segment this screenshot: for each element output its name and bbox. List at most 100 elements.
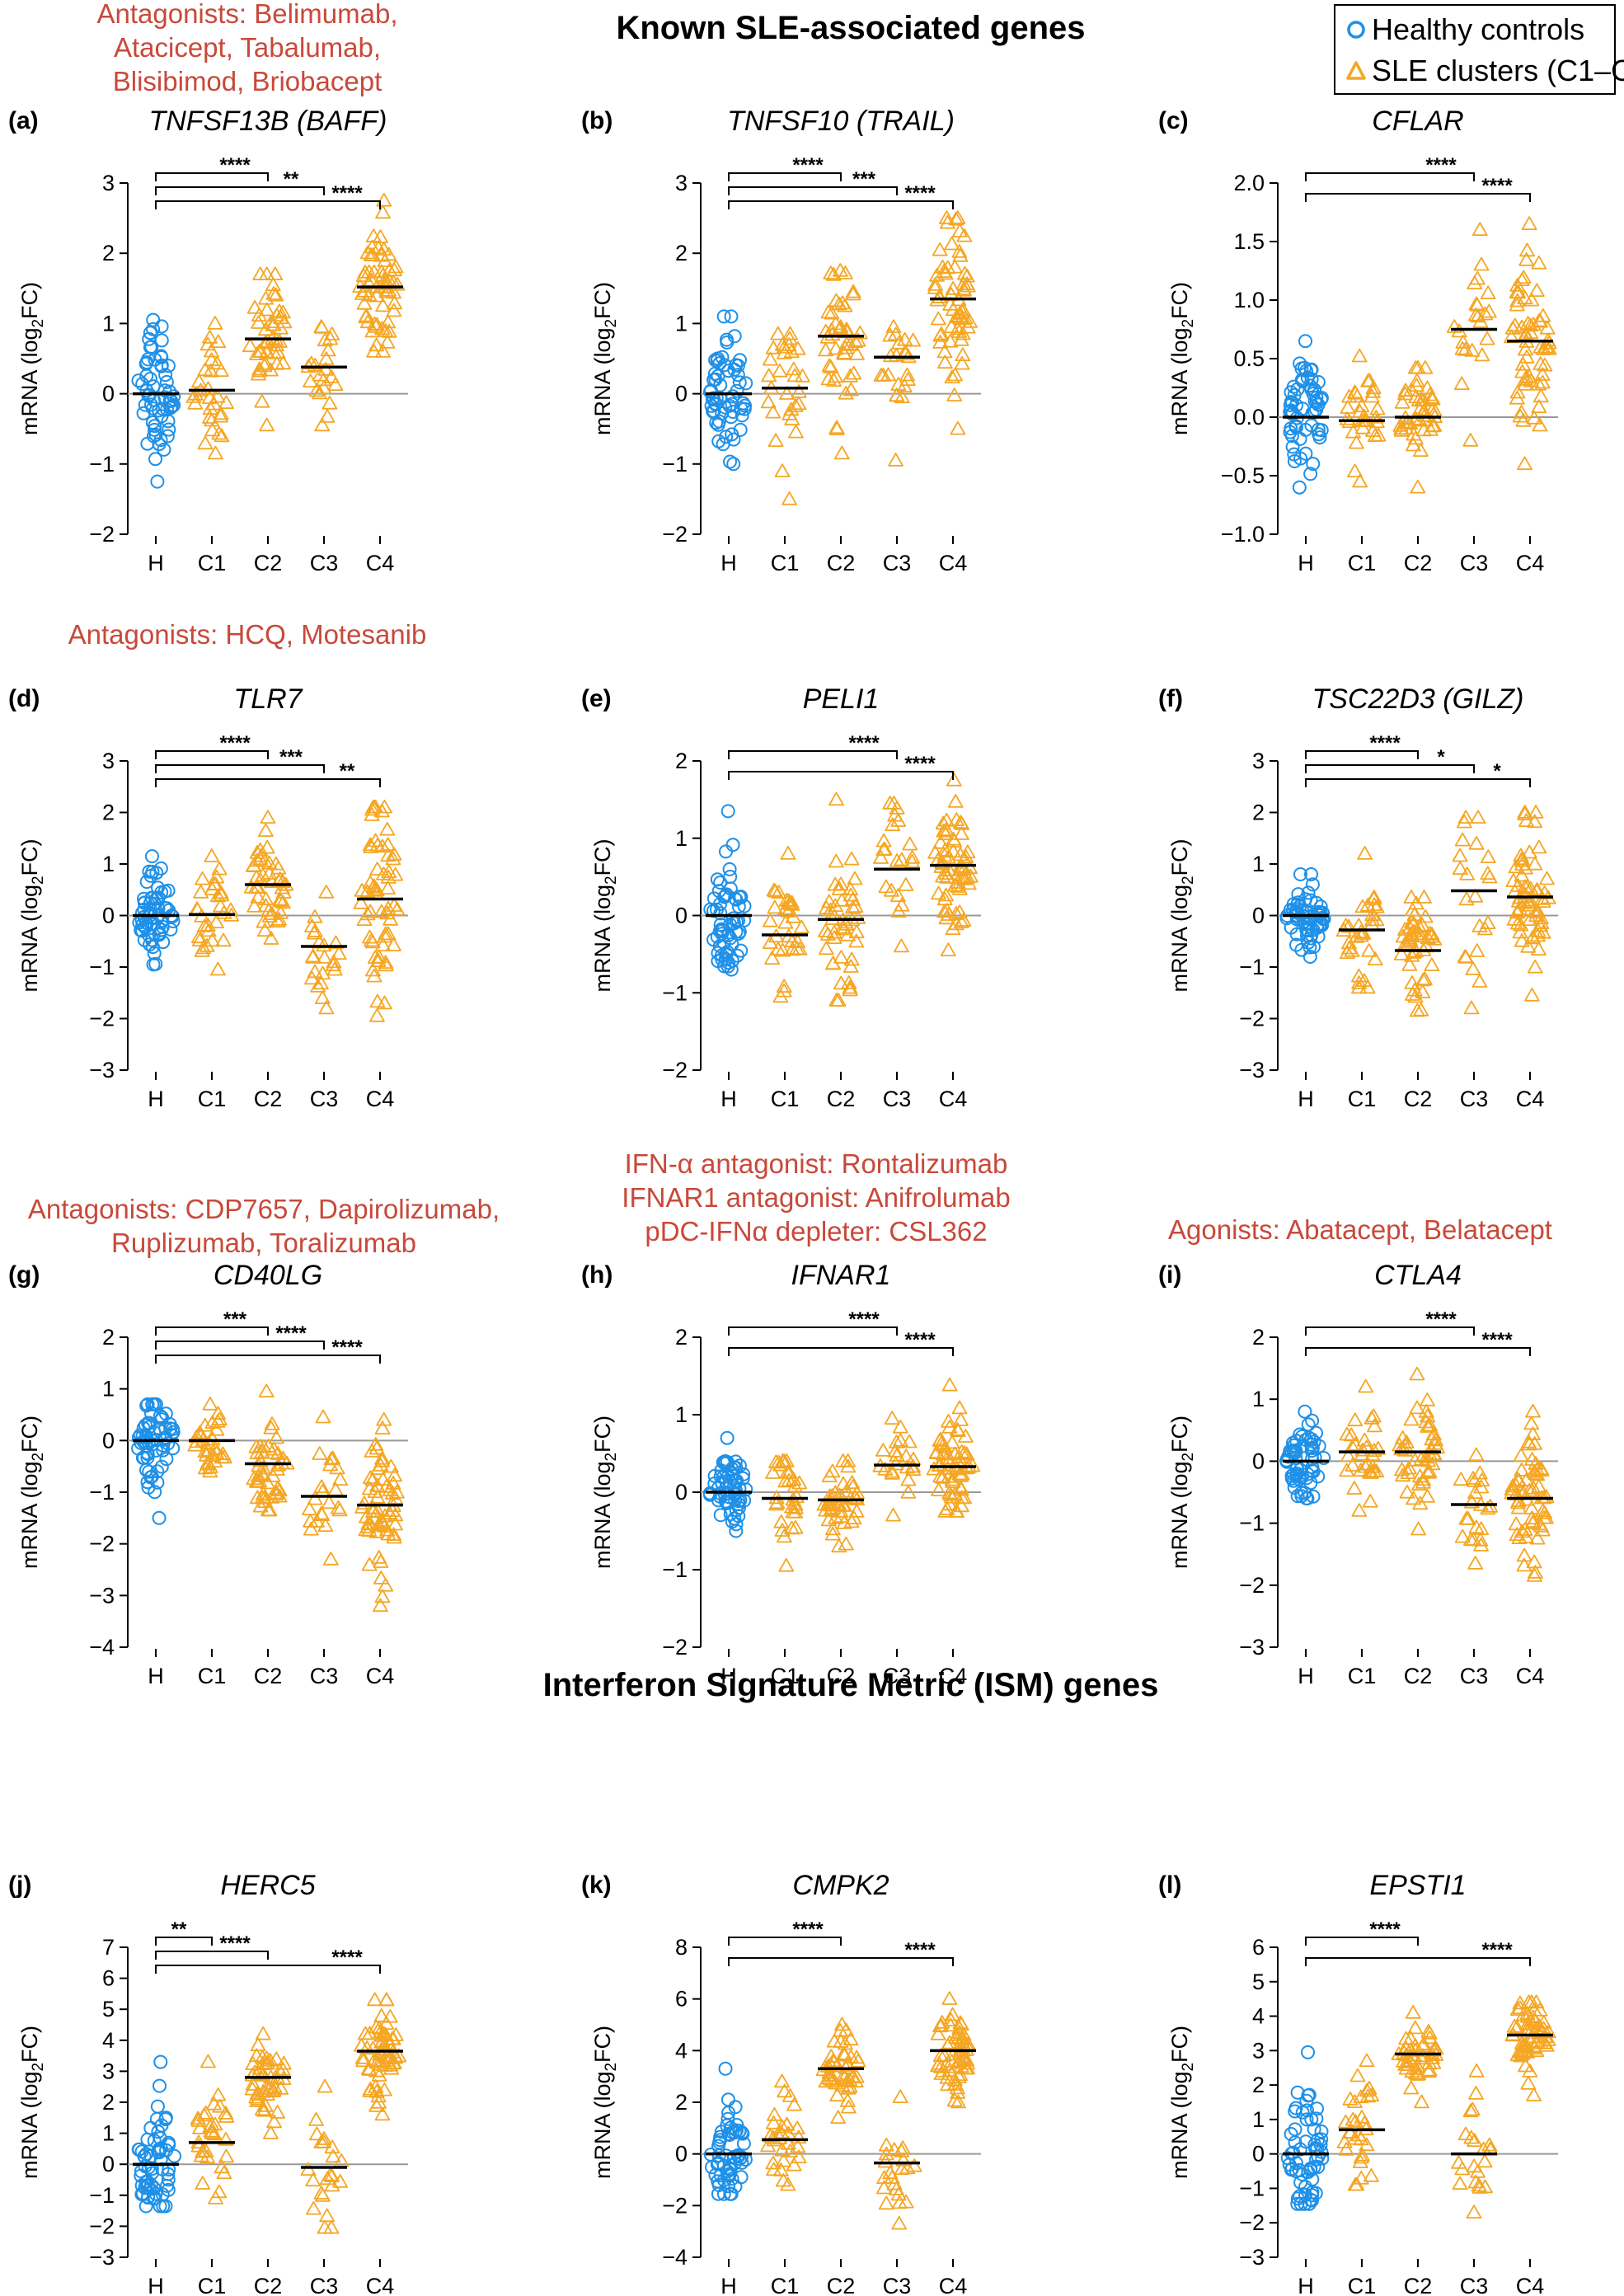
annotation-line: Agonists: Abatacept, Belatacept xyxy=(1168,1214,1552,1245)
data-point xyxy=(827,1485,843,1500)
data-point xyxy=(275,355,291,370)
data-point xyxy=(930,2026,946,2040)
data-point xyxy=(1304,867,1318,881)
data-point xyxy=(1307,383,1321,397)
y-tick-label: 0 xyxy=(102,382,115,406)
data-point xyxy=(202,410,218,424)
data-point xyxy=(936,344,953,359)
data-point xyxy=(820,304,837,319)
data-point xyxy=(1417,909,1434,923)
significance-label: * xyxy=(1437,746,1445,768)
data-point xyxy=(937,1504,954,1518)
data-point xyxy=(877,2153,894,2168)
significance-label: **** xyxy=(1425,1308,1457,1331)
data-point xyxy=(1311,375,1326,389)
data-point xyxy=(1518,251,1534,266)
data-point xyxy=(256,923,273,937)
chart-title: HERC5 xyxy=(220,1870,315,1901)
data-point xyxy=(730,2118,744,2132)
data-point xyxy=(195,2176,211,2190)
data-point xyxy=(828,853,844,868)
chart-panel: (g) CD40LG −4 −3 −2 −1 0 1 2 mRNA (log2FC) H C1 C2 C3… xyxy=(8,1260,408,1688)
data-point xyxy=(713,918,728,932)
data-point xyxy=(377,253,393,268)
significance-bracket xyxy=(728,1937,842,1946)
data-point xyxy=(951,904,968,918)
data-point xyxy=(1410,392,1427,407)
data-point xyxy=(774,2119,791,2134)
significance-label: *** xyxy=(852,168,876,190)
data-point xyxy=(1514,405,1529,419)
data-point xyxy=(362,904,378,918)
data-point xyxy=(1512,1995,1528,2010)
data-point xyxy=(1465,1471,1481,1485)
data-point xyxy=(763,913,778,927)
data-point xyxy=(148,452,162,467)
data-point xyxy=(761,368,777,383)
data-point xyxy=(371,1550,387,1564)
data-point xyxy=(926,1461,942,1476)
x-tick-label: C1 xyxy=(198,551,227,575)
data-point xyxy=(946,387,963,401)
data-point xyxy=(305,2200,322,2215)
significance-label: ** xyxy=(284,168,299,190)
data-point xyxy=(950,2068,967,2083)
data-point xyxy=(1402,920,1418,935)
x-tick-label: C1 xyxy=(771,1664,800,1688)
data-point xyxy=(1462,2103,1479,2118)
data-point xyxy=(307,1491,323,1505)
data-point xyxy=(368,1437,384,1451)
data-point xyxy=(1284,2127,1298,2141)
data-point xyxy=(203,363,219,378)
y-axis-label: mRNA (log2FC) xyxy=(17,1416,47,1569)
data-point xyxy=(1510,915,1526,930)
data-point xyxy=(1298,1404,1312,1419)
data-point xyxy=(306,925,322,940)
data-point xyxy=(844,1475,860,1489)
data-point xyxy=(878,2137,894,2152)
data-point xyxy=(385,851,401,866)
data-point xyxy=(197,435,214,450)
data-point xyxy=(1365,423,1381,437)
data-point xyxy=(1531,839,1547,854)
data-point xyxy=(951,1400,968,1415)
data-point xyxy=(197,1417,214,1432)
data-point xyxy=(847,1490,863,1505)
data-point xyxy=(1353,2170,1369,2185)
data-point xyxy=(942,296,959,311)
y-tick-label: −2 xyxy=(1239,1573,1265,1598)
y-tick-label: 2 xyxy=(675,1325,688,1350)
data-point xyxy=(1354,1442,1371,1457)
significance-label: **** xyxy=(848,732,880,754)
data-point xyxy=(374,1515,391,1530)
data-point xyxy=(138,2175,153,2189)
data-point xyxy=(828,421,845,435)
data-point xyxy=(148,428,163,442)
data-point xyxy=(387,1516,403,1531)
data-point xyxy=(1526,410,1542,425)
data-point xyxy=(360,1515,377,1530)
data-point xyxy=(765,1465,781,1479)
data-point xyxy=(141,1480,156,1495)
data-point xyxy=(720,335,735,350)
data-point xyxy=(952,306,968,320)
data-point xyxy=(1470,308,1486,323)
data-point xyxy=(204,1415,221,1429)
y-tick-label: 0 xyxy=(1252,904,1265,928)
data-point xyxy=(378,1992,395,2007)
data-point xyxy=(204,422,221,437)
data-point xyxy=(725,1468,740,1483)
data-point xyxy=(1473,256,1490,271)
data-point xyxy=(260,1502,277,1517)
chart-title: CFLAR xyxy=(1372,106,1463,137)
data-point xyxy=(324,326,340,340)
data-point xyxy=(1518,2058,1533,2073)
data-point xyxy=(1509,278,1526,292)
data-point xyxy=(896,378,913,393)
data-point xyxy=(825,955,841,970)
data-point xyxy=(735,2125,749,2140)
data-point xyxy=(728,891,743,906)
significance-label: **** xyxy=(792,1918,824,1941)
data-point xyxy=(324,2139,340,2154)
data-point xyxy=(203,343,219,358)
